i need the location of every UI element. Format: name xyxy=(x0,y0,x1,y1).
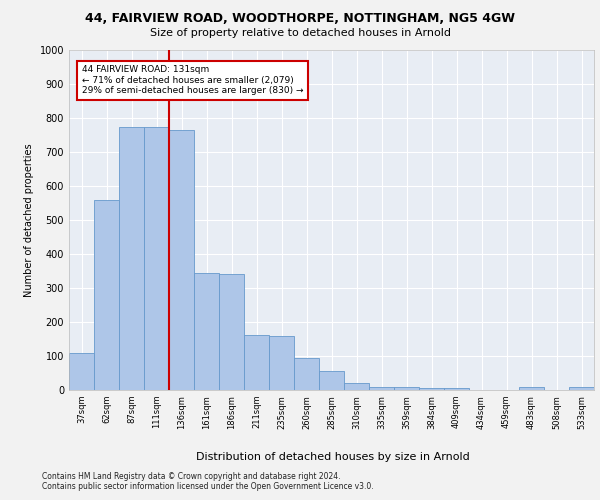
Bar xyxy=(144,126,169,390)
Bar xyxy=(69,352,94,390)
Bar xyxy=(569,386,594,390)
Bar xyxy=(394,388,419,390)
Bar xyxy=(294,358,319,390)
Bar xyxy=(94,200,119,390)
Text: Size of property relative to detached houses in Arnold: Size of property relative to detached ho… xyxy=(149,28,451,38)
Text: Contains HM Land Registry data © Crown copyright and database right 2024.: Contains HM Land Registry data © Crown c… xyxy=(42,472,341,481)
Bar xyxy=(369,386,394,390)
Bar xyxy=(169,130,194,390)
Bar xyxy=(244,334,269,390)
Text: Distribution of detached houses by size in Arnold: Distribution of detached houses by size … xyxy=(196,452,470,462)
Bar xyxy=(419,388,444,390)
Bar xyxy=(119,126,144,390)
Text: 44, FAIRVIEW ROAD, WOODTHORPE, NOTTINGHAM, NG5 4GW: 44, FAIRVIEW ROAD, WOODTHORPE, NOTTINGHA… xyxy=(85,12,515,26)
Text: 44 FAIRVIEW ROAD: 131sqm
← 71% of detached houses are smaller (2,079)
29% of sem: 44 FAIRVIEW ROAD: 131sqm ← 71% of detach… xyxy=(82,66,304,95)
Bar xyxy=(219,274,244,390)
Bar xyxy=(344,383,369,390)
Bar xyxy=(519,386,544,390)
Bar xyxy=(319,372,344,390)
Text: Contains public sector information licensed under the Open Government Licence v3: Contains public sector information licen… xyxy=(42,482,374,491)
Bar xyxy=(444,388,469,390)
Bar xyxy=(194,274,219,390)
Y-axis label: Number of detached properties: Number of detached properties xyxy=(24,143,34,297)
Bar xyxy=(269,336,294,390)
